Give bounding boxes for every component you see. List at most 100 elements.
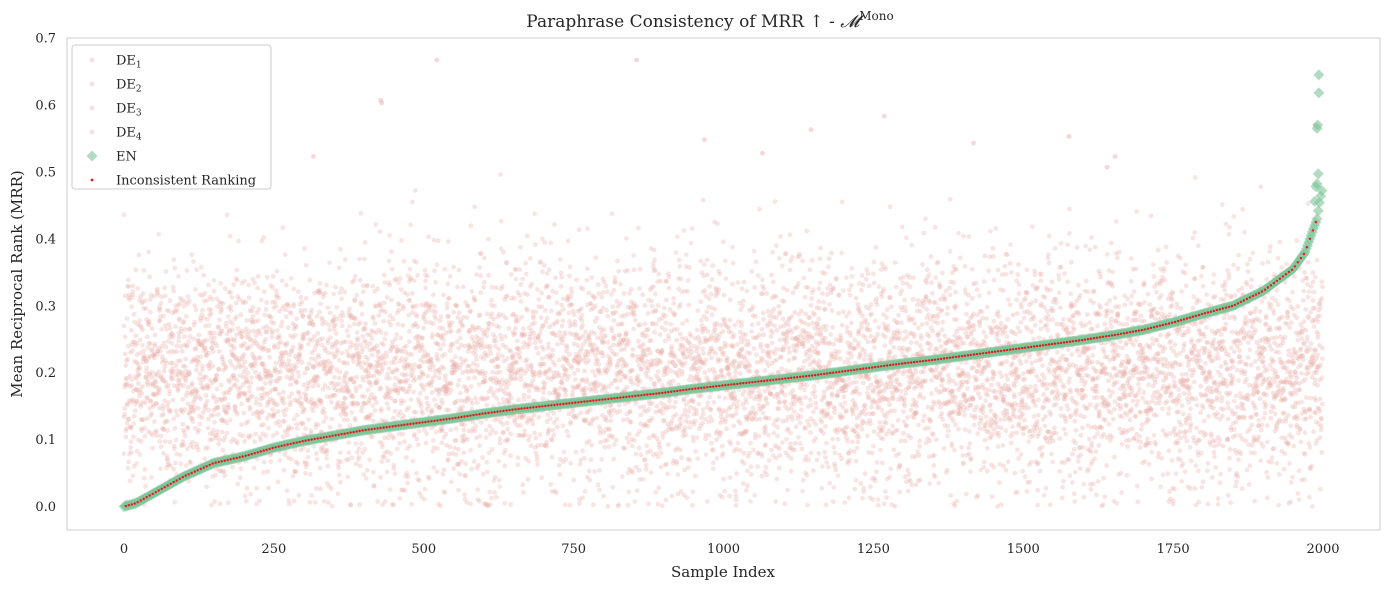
de1-point (314, 378, 319, 383)
de2-point (1010, 361, 1015, 367)
de2-point (387, 348, 393, 354)
de3-point (360, 334, 365, 339)
de3-point (692, 418, 698, 424)
de1-point (721, 316, 726, 322)
de1-point (441, 342, 446, 347)
de2-point (193, 346, 199, 351)
de2-point (730, 244, 735, 250)
de1-point (137, 366, 142, 371)
de2-point (905, 415, 910, 420)
de2-point (291, 363, 297, 368)
de2-point (541, 262, 547, 268)
de1-point (621, 417, 626, 423)
de2-point (892, 408, 897, 414)
de3-point (396, 280, 401, 285)
de2-point (499, 353, 505, 359)
de1-point (591, 416, 596, 422)
de2-point (1141, 390, 1147, 395)
de3-point (338, 459, 344, 465)
de2-point (526, 458, 531, 464)
de2-point (1172, 342, 1178, 347)
de1-point (151, 391, 157, 397)
de2-point (159, 354, 165, 359)
de1-point (1137, 409, 1142, 415)
de1-point (1219, 394, 1225, 400)
de3-point (288, 382, 293, 388)
de1-point (1166, 406, 1172, 411)
de2-point (1053, 430, 1059, 436)
de1-point (155, 348, 160, 354)
de1-point (1142, 318, 1147, 324)
de1-point (1276, 472, 1282, 477)
de1-point (1178, 429, 1183, 435)
de1-point (1245, 397, 1251, 402)
de2-point (525, 233, 530, 239)
de2-point (1261, 415, 1267, 421)
de1-point (506, 326, 512, 331)
de3-point (302, 246, 307, 251)
de1-point (1193, 502, 1199, 508)
de1-point (1106, 408, 1111, 414)
de1-point (264, 373, 269, 379)
de2-point (1298, 439, 1304, 445)
de2-point (1115, 344, 1121, 350)
de1-point (702, 370, 708, 375)
de1-point (712, 327, 718, 333)
de1-point (874, 460, 880, 465)
de1-point (981, 365, 987, 370)
de2-point (187, 334, 193, 339)
de1-point (633, 401, 639, 407)
de1-point (737, 349, 743, 355)
de1-point (1291, 312, 1297, 318)
de3-point (500, 422, 506, 427)
de2-point (307, 277, 313, 283)
de3-point (152, 419, 157, 424)
de2-point (998, 502, 1004, 508)
de1-point (1124, 340, 1129, 346)
de1-point (546, 294, 551, 300)
de3-point (499, 336, 505, 342)
de1-point (694, 348, 699, 354)
de1-point (544, 271, 550, 276)
de1-point (1059, 459, 1064, 465)
de2-point (508, 453, 514, 459)
de1-point (588, 301, 593, 306)
de3-point (637, 429, 642, 434)
de2-point (162, 293, 168, 299)
de1-point (1033, 358, 1039, 364)
de1-point (319, 448, 325, 454)
de1-point (1129, 389, 1135, 394)
de2-point (156, 308, 162, 313)
de2-point (1147, 345, 1153, 351)
de3-point (517, 244, 523, 250)
de1-point (606, 433, 612, 439)
de1-point (573, 377, 578, 382)
de1-point (1034, 461, 1040, 467)
de1-point (774, 476, 780, 482)
de1-point (1069, 330, 1075, 336)
de1-point (631, 308, 636, 313)
de3-point (374, 343, 380, 349)
de1-point (1052, 368, 1058, 374)
de3-point (593, 255, 599, 260)
de1-point (830, 324, 835, 330)
de1-point (1162, 345, 1168, 351)
de3-point (704, 309, 710, 315)
de2-point (811, 358, 817, 364)
de1-point (522, 370, 528, 376)
de1-point (933, 368, 939, 373)
de2-point (331, 291, 337, 297)
de1-point (730, 260, 736, 266)
de1-point (171, 446, 177, 452)
de1-point (490, 378, 496, 384)
de3-point (541, 361, 547, 367)
de3-point (398, 287, 404, 292)
de1-point (743, 487, 749, 493)
de1-point (246, 389, 252, 394)
de1-point (1211, 379, 1217, 385)
de1-point (1317, 301, 1322, 307)
de2-point (966, 234, 972, 240)
de2-point (317, 281, 323, 286)
de1-point (695, 308, 701, 313)
de3-point (386, 280, 392, 286)
